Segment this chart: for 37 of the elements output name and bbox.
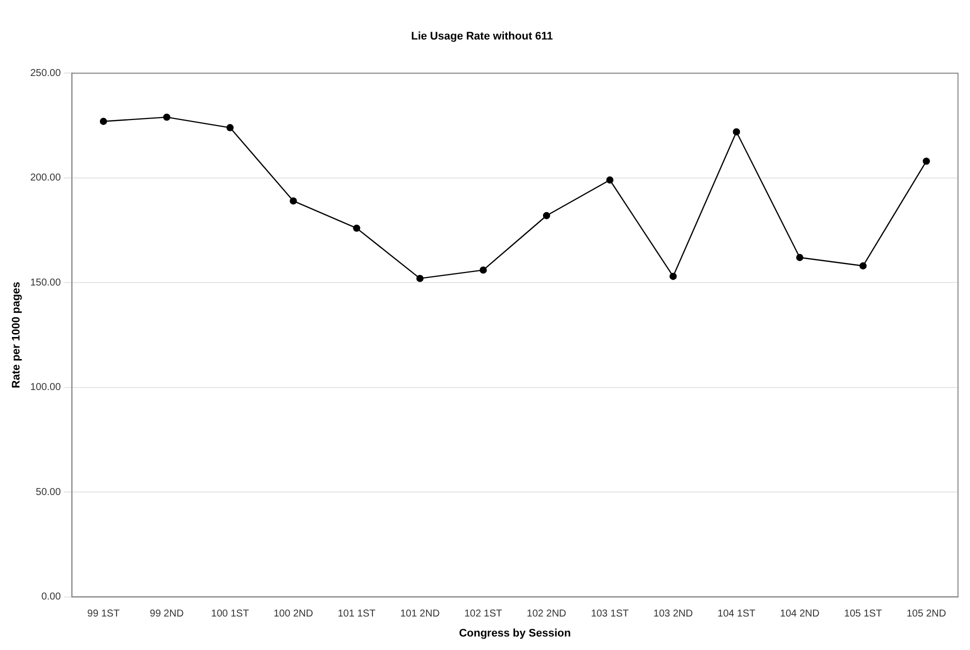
x-tick-label: 104 2ND	[780, 608, 820, 620]
point	[859, 262, 867, 270]
point	[796, 254, 804, 262]
x-tick-label: 100 1ST	[211, 608, 249, 620]
point	[670, 272, 677, 280]
point	[480, 266, 487, 274]
x-tick-label: 104 1ST	[718, 608, 756, 620]
x-tick-label: 105 2ND	[906, 608, 946, 620]
x-tick-label: 103 1ST	[590, 608, 629, 620]
x-tick-label: 101 2ND	[400, 608, 440, 620]
point	[290, 197, 297, 205]
x-tick-label: 105 1ST	[844, 608, 882, 620]
y-tick-label: 150.00	[30, 277, 62, 288]
point	[922, 158, 930, 165]
point	[353, 224, 360, 232]
x-tick-label: 102 2ND	[526, 608, 566, 620]
x-tick-label: 101 1ST	[338, 608, 376, 620]
x-tick-label: 99 1ST	[87, 608, 120, 620]
point	[606, 176, 614, 184]
x-tick-label: 99 2ND	[150, 608, 184, 620]
y-tick-label: 200.00	[30, 172, 62, 184]
point	[732, 128, 740, 136]
point	[163, 114, 170, 121]
y-tick-label: 0.00	[41, 592, 62, 603]
point	[100, 118, 108, 125]
y-tick-label: 50.00	[36, 486, 62, 498]
chart-title: Lie Usage Rate without 611	[411, 30, 553, 43]
x-axis-title: Congress by Session	[458, 627, 572, 640]
y-tick-label: 100.00	[30, 382, 62, 394]
point	[226, 124, 234, 132]
point	[542, 212, 550, 220]
x-tick-label: 103 2ND	[653, 608, 693, 620]
y-tick-label: 250.00	[30, 68, 62, 79]
point	[416, 274, 424, 282]
x-tick-label: 100 2ND	[274, 608, 314, 620]
x-tick-label: 102 1ST	[464, 608, 502, 620]
y-axis-title: Rate per 1000 pages	[10, 282, 23, 388]
